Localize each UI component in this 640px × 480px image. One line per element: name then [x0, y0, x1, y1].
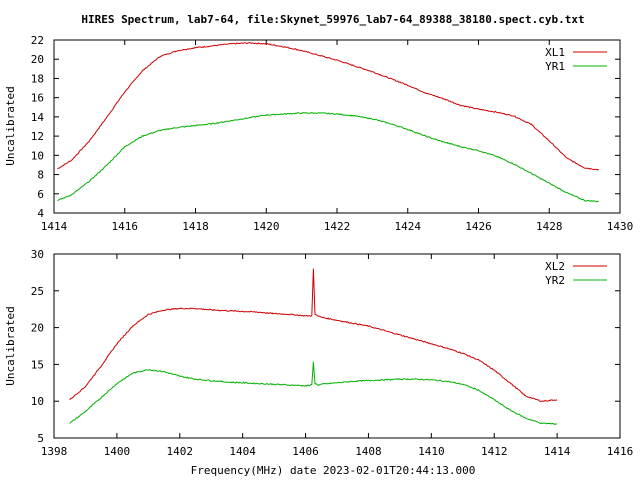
y-tick-label: 16: [31, 92, 44, 105]
x-tick-label: 1404: [229, 445, 256, 458]
y-tick-label: 10: [31, 395, 44, 408]
x-tick-label: 1424: [395, 220, 422, 233]
x-tick-label: 1428: [536, 220, 563, 233]
series-line-xl1: [57, 41, 599, 171]
x-tick-label: 1406: [292, 445, 319, 458]
top-y-axis-label: Uncalibrated: [4, 86, 17, 165]
y-tick-label: 4: [37, 207, 44, 220]
series-line-yr1: [57, 112, 599, 203]
x-tick-label: 1412: [481, 445, 508, 458]
x-tick-label: 1398: [41, 445, 68, 458]
top-plot-frame: [53, 39, 621, 214]
legend-label-xl1: XL1: [545, 46, 565, 59]
legend-label-yr2: YR2: [545, 274, 565, 287]
y-tick-label: 12: [31, 130, 44, 143]
x-tick-label: 1402: [167, 445, 194, 458]
y-tick-label: 8: [37, 169, 44, 182]
x-tick-label: 1418: [182, 220, 209, 233]
x-tick-label: 1408: [355, 445, 382, 458]
x-tick-label: 1420: [253, 220, 280, 233]
series-line-yr2: [69, 361, 558, 425]
x-tick-label: 1416: [607, 445, 634, 458]
y-tick-label: 25: [31, 285, 44, 298]
bottom-series-lines: [69, 268, 558, 425]
y-tick-label: 15: [31, 358, 44, 371]
y-tick-label: 20: [31, 322, 44, 335]
x-axis-label: Frequency(MHz) date 2023-02-01T20:44:13.…: [191, 464, 476, 477]
legend-label-xl2: XL2: [545, 260, 565, 273]
y-tick-label: 20: [31, 53, 44, 66]
x-tick-label: 1426: [465, 220, 492, 233]
x-tick-label: 1400: [104, 445, 131, 458]
series-line-xl2: [69, 268, 558, 402]
x-tick-label: 1416: [112, 220, 139, 233]
y-tick-label: 10: [31, 149, 44, 162]
bottom-tick-labels: 1398 1400 1402 1404 1406 1408 1410 1412 1414 1416…: [31, 248, 634, 458]
bottom-axis-ticks: [53, 253, 621, 439]
y-tick-label: 22: [31, 34, 44, 47]
y-tick-label: 14: [31, 111, 45, 124]
x-tick-label: 1410: [418, 445, 445, 458]
y-tick-label: 5: [37, 432, 44, 445]
bottom-plot-frame: [53, 253, 621, 439]
y-tick-label: 30: [31, 248, 44, 261]
top-axis-ticks: [53, 39, 621, 214]
x-tick-label: 1430: [607, 220, 634, 233]
y-tick-label: 18: [31, 72, 44, 85]
bottom-y-axis-label: Uncalibrated: [4, 306, 17, 385]
x-tick-label: 1414: [544, 445, 571, 458]
top-panel: 1414 1416 1418 1420 1422 1424 1426 1428 14304681…: [4, 34, 633, 233]
y-tick-label: 6: [37, 188, 44, 201]
top-series-lines: [57, 41, 599, 203]
x-tick-label: 1414: [41, 220, 68, 233]
bottom-panel: 1398 1400 1402 1404 1406 1408 1410 1412 1414 1416…: [4, 248, 633, 458]
chart-title: HIRES Spectrum, lab7-64, file:Skynet_599…: [81, 13, 584, 26]
top-tick-labels: 1414 1416 1418 1420 1422 1424 1426 1428 14304681…: [31, 34, 634, 233]
legend-label-yr1: YR1: [545, 60, 565, 73]
x-tick-label: 1422: [324, 220, 351, 233]
